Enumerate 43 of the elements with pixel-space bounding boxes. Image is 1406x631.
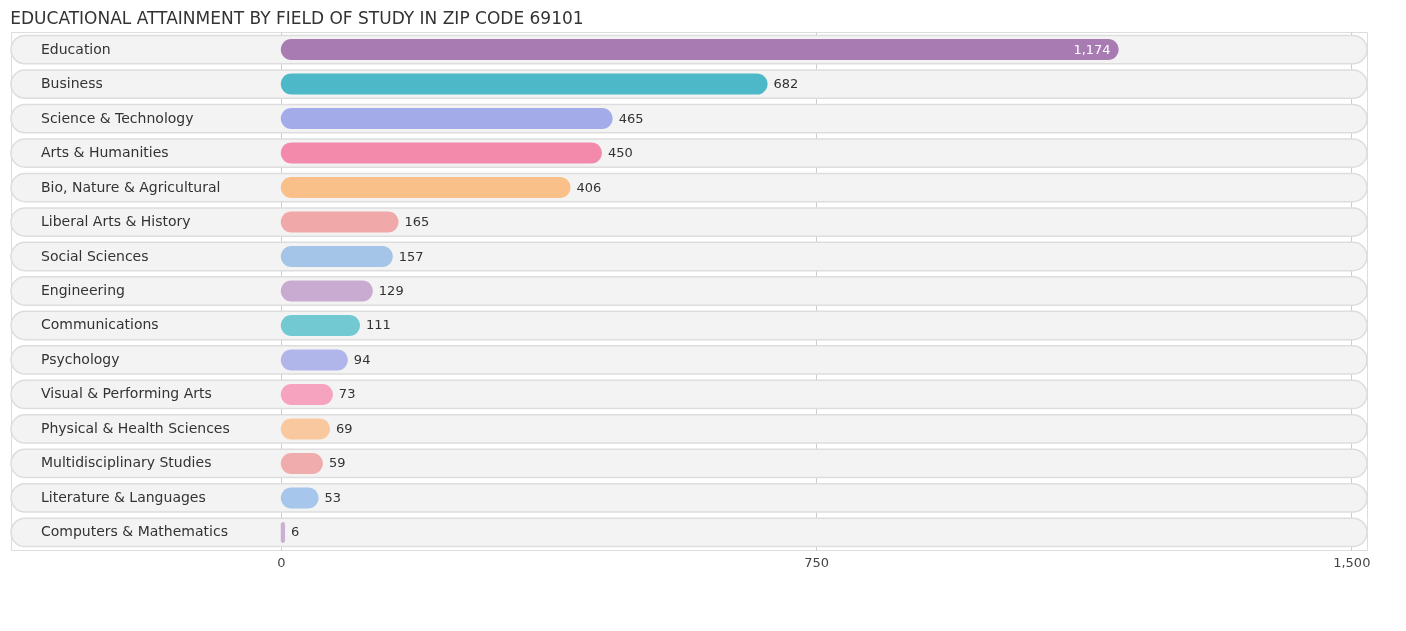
y-tick-label: Physical & Health Sciences	[41, 419, 230, 436]
x-tick-label: 1,500	[1333, 554, 1371, 570]
y-tick-label: Multidisciplinary Studies	[41, 454, 212, 471]
data-label: 73	[338, 386, 356, 402]
y-tick-label: Science & Technology	[41, 109, 194, 126]
y-tick-label: Education	[41, 40, 111, 57]
x-tick-label: 750	[804, 554, 829, 570]
y-tick-label: Visual & Performing Arts	[41, 385, 212, 402]
bar	[280, 177, 571, 199]
bar	[280, 142, 602, 164]
bar	[280, 280, 373, 302]
y-tick-label: Liberal Arts & History	[41, 213, 191, 230]
bar	[280, 73, 768, 95]
data-label: 450	[607, 145, 633, 161]
y-tick-label: Communications	[41, 316, 159, 333]
y-tick-label: Arts & Humanities	[41, 144, 169, 161]
data-label: 69	[336, 420, 353, 436]
data-label: 94	[353, 351, 371, 367]
bar	[280, 314, 360, 336]
chart-title: EDUCATIONAL ATTAINMENT BY FIELD OF STUDY IN ZIP CODE 69101	[10, 8, 584, 28]
data-label: 465	[618, 110, 644, 126]
data-label: 111	[365, 317, 391, 333]
x-tick-label: 0	[277, 554, 286, 570]
bar	[280, 246, 393, 268]
data-label: 165	[404, 214, 430, 230]
y-tick-label: Social Sciences	[41, 247, 149, 264]
bar	[280, 211, 399, 233]
y-tick-label: Bio, Nature & Agricultural	[41, 178, 221, 195]
bar	[280, 39, 1119, 61]
y-tick-label: Business	[41, 75, 103, 92]
data-label: 406	[576, 179, 602, 195]
data-label: 6	[291, 524, 300, 540]
y-tick-label: Computers & Mathematics	[41, 523, 228, 540]
y-tick-label: Psychology	[41, 350, 120, 367]
data-label: 1,174	[1073, 41, 1111, 57]
y-tick-label: Engineering	[41, 282, 125, 298]
data-label: 157	[398, 248, 424, 264]
y-tick-label: Literature & Languages	[41, 488, 206, 505]
bar	[280, 108, 613, 130]
data-label: 59	[328, 455, 346, 471]
data-label: 129	[378, 283, 404, 298]
data-label: 682	[773, 76, 799, 92]
data-label: 53	[324, 489, 342, 505]
